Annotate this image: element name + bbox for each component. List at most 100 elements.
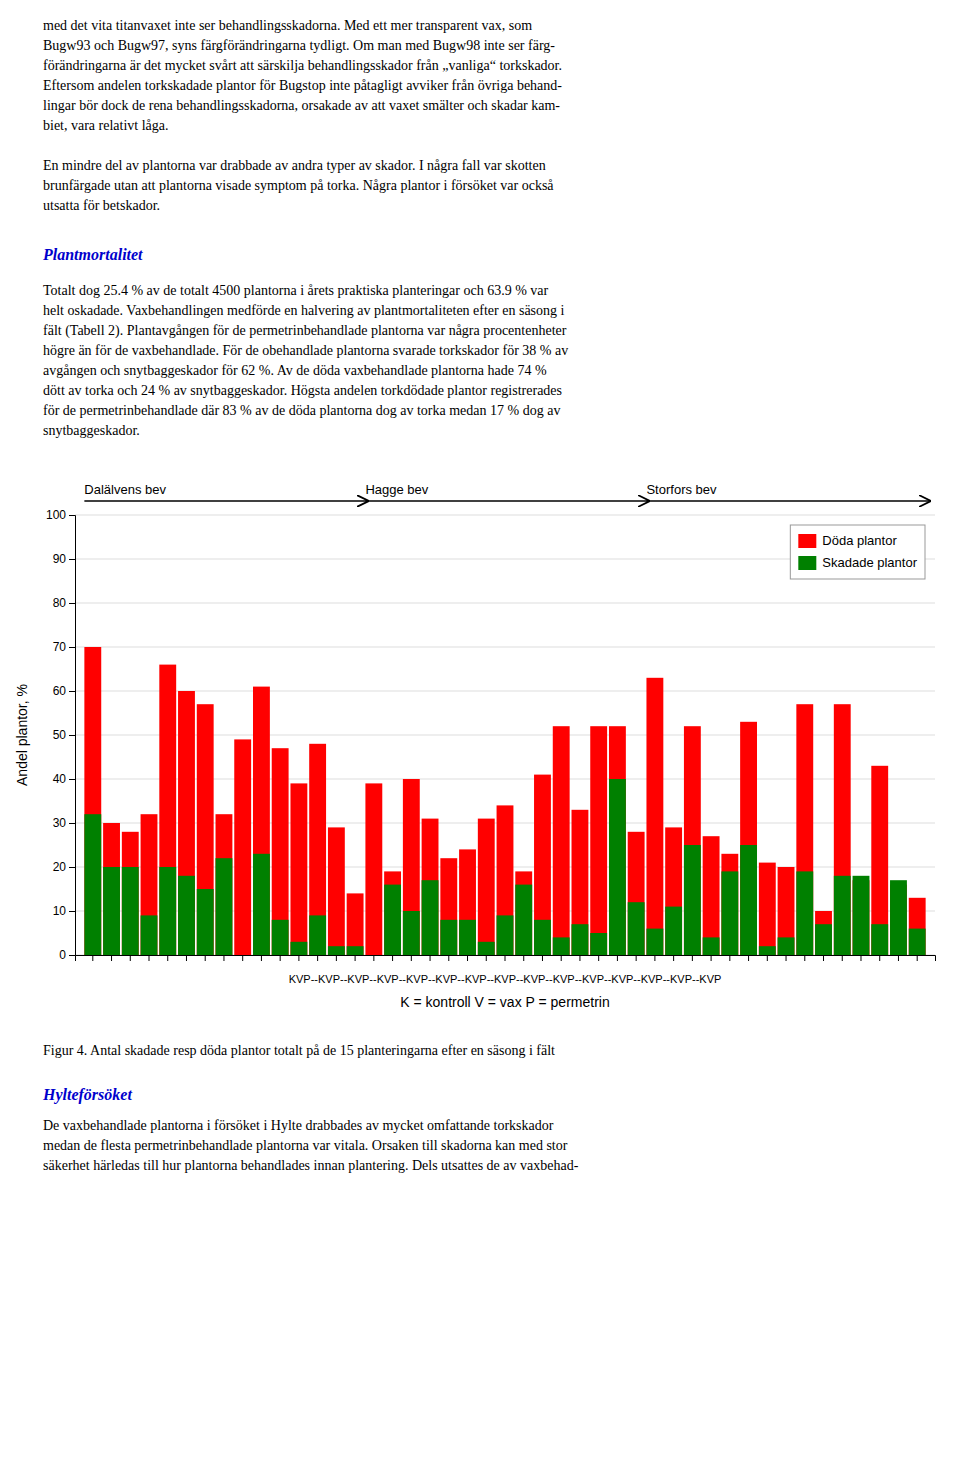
y-tick: 90: [53, 552, 75, 566]
x-tick: [542, 955, 543, 961]
bar: [609, 779, 626, 955]
bar: [628, 902, 645, 955]
bar: [890, 880, 907, 955]
bar: [759, 946, 776, 955]
x-tick-mark: [411, 955, 412, 961]
y-tick-mark: [69, 735, 75, 736]
x-tick-mark: [636, 955, 637, 961]
paragraph-line: biet, vara relativt låga.: [43, 118, 169, 133]
x-tick: [711, 955, 712, 961]
annotation: Hagge bev: [365, 482, 428, 497]
x-tick-mark: [692, 955, 693, 961]
bar: [253, 854, 270, 955]
bar: [590, 726, 607, 955]
x-tick-mark: [392, 955, 393, 961]
bar: [84, 647, 101, 955]
x-tick-mark: [673, 955, 674, 961]
paragraph-line: för de permetrinbehandlade där 83 % av d…: [43, 403, 560, 418]
paragraph-line: avgången och snytbaggeskador för 62 %. A…: [43, 363, 547, 378]
x-tick: [767, 955, 768, 961]
x-tick-mark: [336, 955, 337, 961]
x-tick-mark: [917, 955, 918, 961]
x-tick: [111, 955, 112, 961]
section-header: Hylteförsöket: [42, 1086, 132, 1104]
paragraph-line: Totalt dog 25.4 % av de totalt 4500 plan…: [43, 283, 549, 298]
legend: Döda plantorSkadade plantor: [790, 525, 925, 579]
bar: [365, 783, 382, 955]
legend-box: [790, 525, 925, 579]
bar: [178, 691, 195, 955]
bar: [834, 876, 851, 955]
grid-line: [75, 647, 935, 648]
bar: [740, 845, 757, 955]
bar: [197, 889, 214, 955]
bar: [272, 748, 289, 955]
x-tick-mark: [92, 955, 93, 961]
x-tick: [898, 955, 899, 961]
x-tick: [223, 955, 224, 961]
bar: [216, 858, 233, 955]
bar: [778, 867, 795, 955]
y-tick: 20: [53, 860, 75, 874]
y-tick: 30: [53, 816, 75, 830]
grid: [75, 515, 935, 955]
bar: [515, 885, 532, 955]
x-tick-mark: [654, 955, 655, 961]
x-tick-mark: [804, 955, 805, 961]
y-tick-label: 30: [53, 816, 67, 830]
x-tick: [430, 955, 431, 961]
x-tick: [823, 955, 824, 961]
y-tick: 10: [53, 904, 75, 918]
bar: [309, 744, 326, 955]
bar: [515, 871, 532, 955]
bar: [384, 885, 401, 955]
paragraph-line: fält (Tabell 2). Plantavgången för de pe…: [43, 323, 567, 339]
bar: [553, 726, 570, 955]
x-tick: [842, 955, 843, 961]
bar: [796, 871, 813, 955]
bar: [497, 805, 514, 955]
bar: [141, 814, 158, 955]
bar: [909, 929, 926, 955]
paragraph-line: lingar bör dock de rena behandlingsskado…: [43, 98, 560, 113]
y-tick-label: 90: [53, 552, 67, 566]
bar: [871, 924, 888, 955]
x-tick-mark: [317, 955, 318, 961]
page: med det vita titanvaxet inte ser behandl…: [0, 0, 960, 1472]
bar: [178, 876, 195, 955]
paragraph-line: högre än för de vaxbehandlade. För de ob…: [43, 343, 568, 358]
bar: [84, 814, 101, 955]
y-tick-label: 40: [53, 772, 67, 786]
x-tick-mark: [280, 955, 281, 961]
x-tick: [523, 955, 524, 961]
chart: 0102030405060708090100Andel plantor, %KV…: [14, 482, 936, 1010]
x-tick: [617, 955, 618, 961]
x-tick: [261, 955, 262, 961]
bar: [141, 915, 158, 955]
grid-line: [75, 603, 935, 604]
bar: [628, 832, 645, 955]
legend-swatch: [798, 556, 816, 570]
bar: [815, 924, 832, 955]
bar: [384, 871, 401, 955]
x-tick-mark: [729, 955, 730, 961]
paragraph-line: dött av torka och 24 % av snytbaggeskado…: [43, 383, 562, 398]
bar: [328, 827, 345, 955]
x-tick-mark: [430, 955, 431, 961]
grid-line: [75, 691, 935, 692]
x-axis-title: KVP--KVP--KVP--KVP--KVP--KVP--KVP--KVP--…: [289, 973, 722, 985]
x-tick: [673, 955, 674, 961]
x-tick: [579, 955, 580, 961]
bar: [103, 823, 120, 955]
x-tick: [92, 955, 93, 961]
y-tick-mark: [69, 955, 75, 956]
bar: [646, 678, 663, 955]
bar: [478, 942, 495, 955]
y-tick-mark: [69, 779, 75, 780]
bar: [422, 880, 439, 955]
legend-swatch: [798, 534, 816, 548]
paragraph-line: brunfärgade utan att plantorna visade sy…: [43, 178, 554, 193]
y-tick-label: 0: [59, 948, 66, 962]
x-tick-mark: [242, 955, 243, 961]
bar: [684, 845, 701, 955]
